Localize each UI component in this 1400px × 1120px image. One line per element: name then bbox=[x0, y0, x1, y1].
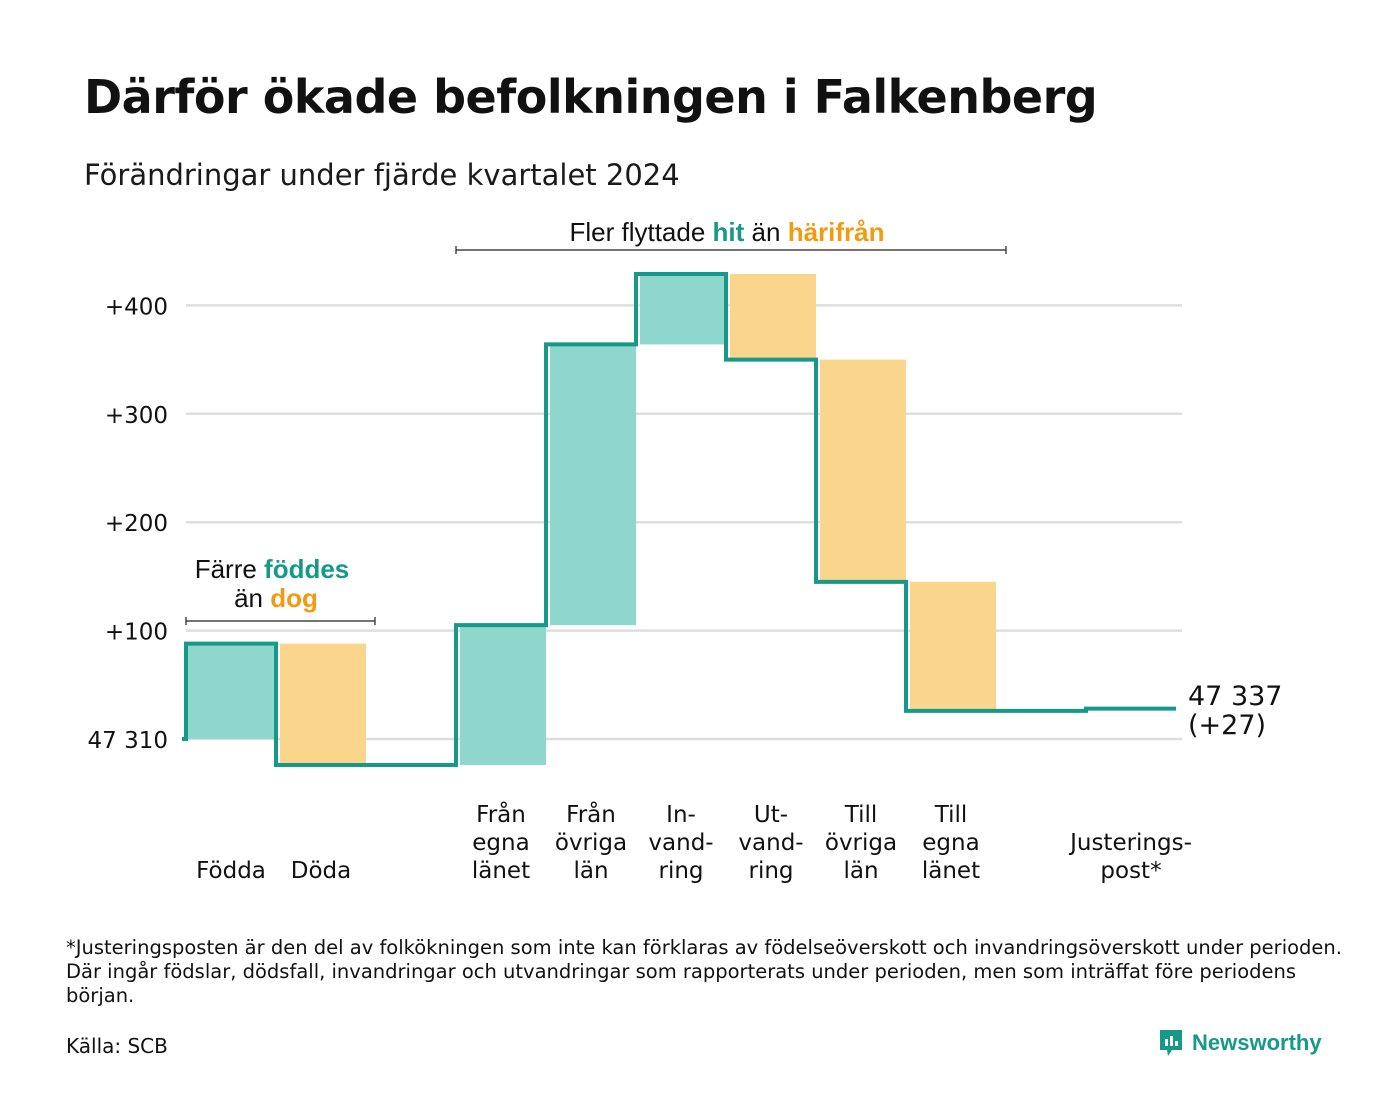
migration-annotation: Fler flyttade hit än härifrån bbox=[569, 217, 884, 247]
newsworthy-logo-icon bbox=[1160, 1030, 1182, 1056]
category-label: egna bbox=[922, 830, 979, 856]
category-label: vand- bbox=[738, 830, 803, 856]
y-axis-labels: 47 310 +100 +200 +300 +400 bbox=[88, 294, 168, 754]
newsworthy-logo-text: Newsworthy bbox=[1192, 1030, 1322, 1055]
category-label: övriga bbox=[555, 830, 627, 856]
chart-subtitle: Förändringar under fjärde kvartalet 2024 bbox=[84, 158, 680, 192]
y-axis-baseline-label: 47 310 bbox=[88, 728, 168, 754]
category-label: In- bbox=[666, 802, 696, 828]
y-axis-tick-label: +400 bbox=[105, 294, 168, 320]
decrease-bar bbox=[280, 643, 366, 766]
category-label: Från bbox=[566, 800, 616, 828]
y-axis-tick-label: +300 bbox=[105, 403, 168, 429]
category-label: Döda bbox=[291, 858, 351, 884]
waterfall-chart: 47 310+100+200+300+400 Födda DödaFrånegna… bbox=[88, 217, 1283, 884]
category-label: Födda bbox=[196, 858, 266, 884]
category-label: ring bbox=[748, 858, 793, 884]
increase-bar bbox=[640, 273, 726, 345]
category-label: post* bbox=[1100, 858, 1161, 884]
y-axis-tick-label: +100 bbox=[105, 620, 168, 646]
category-label: län bbox=[573, 858, 608, 884]
increase-bar bbox=[186, 643, 276, 739]
newsworthy-logo[interactable]: Newsworthy bbox=[1158, 1028, 1322, 1058]
increase-bar bbox=[550, 344, 636, 626]
category-label: län bbox=[843, 858, 878, 884]
category-label: länet bbox=[922, 858, 980, 884]
category-labels: Födda DödaFrånegnalänetFrånövrigalänIn-va… bbox=[196, 800, 1192, 884]
end-change-label: (+27) bbox=[1188, 710, 1266, 741]
increase-bar bbox=[460, 625, 546, 766]
bars bbox=[186, 273, 996, 766]
category-label: vand- bbox=[648, 830, 713, 856]
decrease-bar bbox=[910, 581, 996, 711]
category-label: egna bbox=[472, 830, 529, 856]
category-label: ring bbox=[658, 858, 703, 884]
decrease-bar bbox=[820, 359, 906, 582]
category-label: Justerings- bbox=[1068, 830, 1192, 856]
chart-title: Därför ökade befolkningen i Falkenberg bbox=[84, 70, 1098, 124]
births-annotation-line1: Färre föddes bbox=[195, 554, 350, 584]
category-label: Till bbox=[934, 802, 968, 828]
end-value-label: 47 337 bbox=[1188, 681, 1282, 712]
y-axis-tick-label: +200 bbox=[105, 511, 168, 537]
category-label: Från bbox=[476, 800, 526, 828]
category-label: länet bbox=[472, 858, 530, 884]
category-label: Ut- bbox=[754, 802, 788, 828]
category-label: övriga bbox=[825, 830, 897, 856]
source-label: Källa: SCB bbox=[66, 1034, 168, 1058]
decrease-bar bbox=[730, 273, 816, 360]
footnote: *Justeringsposten är den del av folkökni… bbox=[66, 936, 1342, 1007]
cumulative-step-line bbox=[182, 271, 1176, 768]
births-annotation-line2: än dog bbox=[234, 583, 318, 613]
category-label: Till bbox=[844, 802, 878, 828]
